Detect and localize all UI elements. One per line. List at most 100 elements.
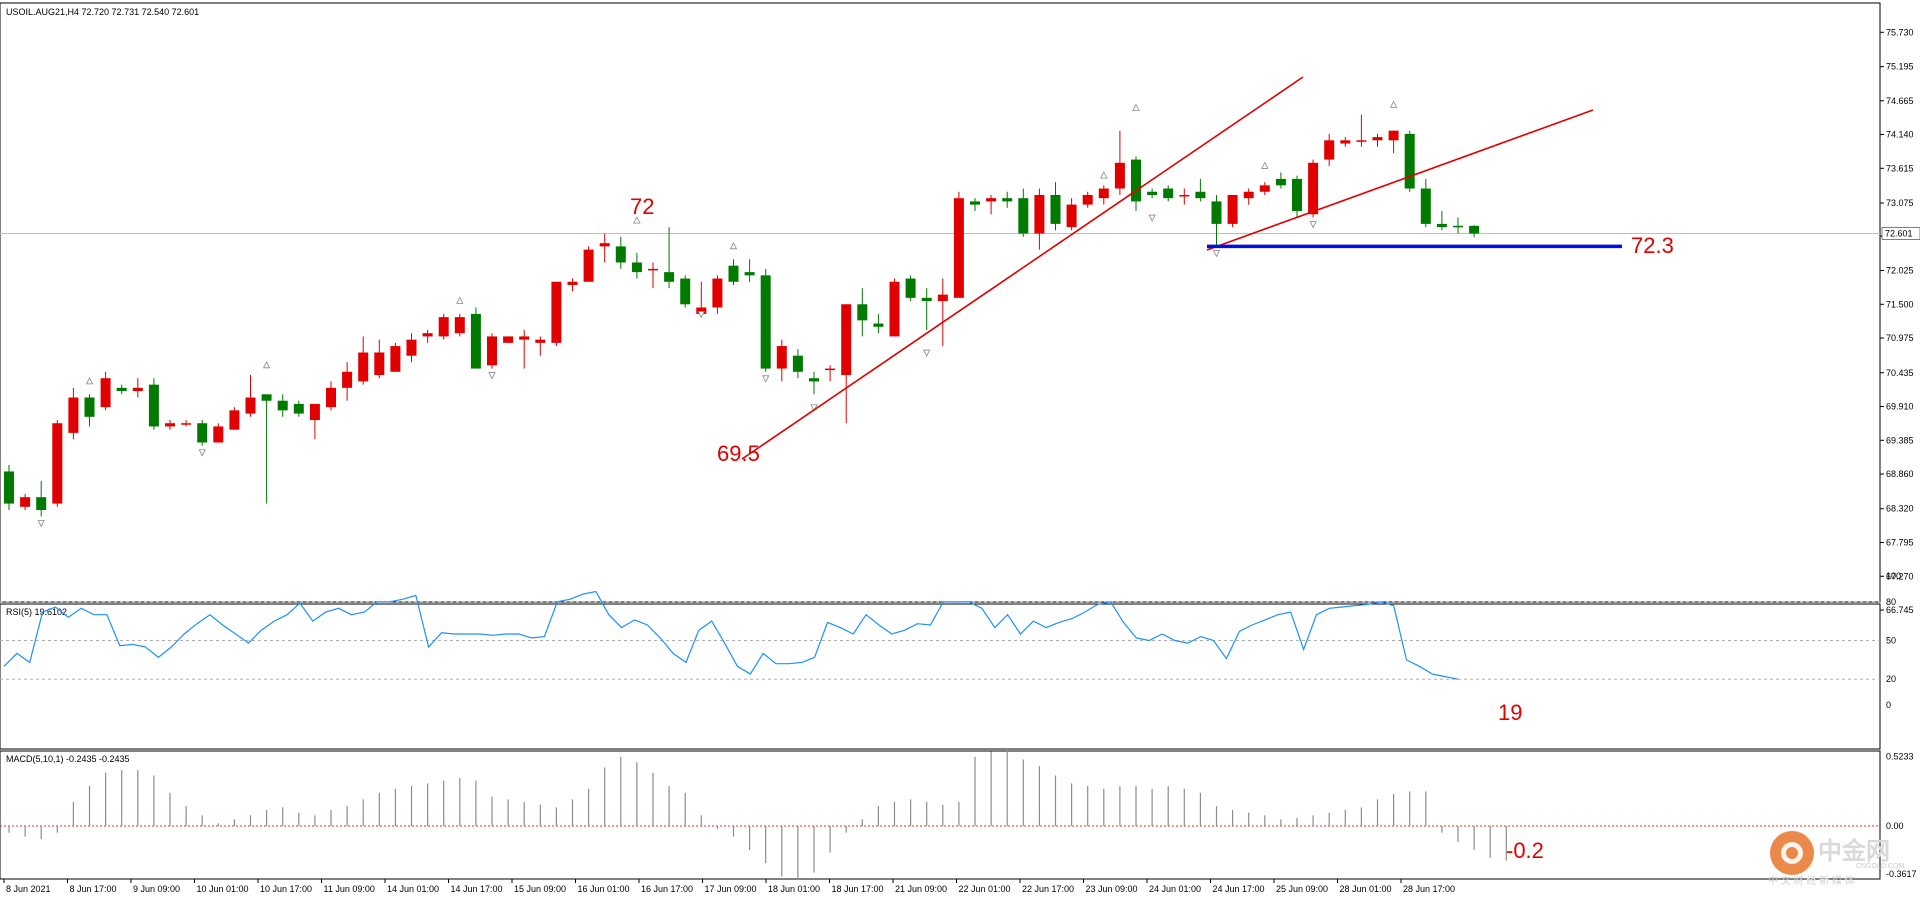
time-tick-label: 8 Jun 17:00	[70, 884, 117, 894]
price-tick-label: 69.910	[1886, 402, 1914, 412]
candle-body	[100, 378, 111, 408]
rsi-panel	[0, 603, 1881, 750]
candle-body	[309, 403, 320, 421]
candle-body	[245, 397, 256, 414]
annotation-macd: -0.2	[1506, 838, 1544, 863]
candle-body	[664, 272, 675, 282]
candle-body	[20, 497, 31, 507]
time-tick-label: 18 Jun 17:00	[832, 884, 884, 894]
fractal-up-arrow	[262, 360, 271, 369]
instrument-header: USOIL.AUG21,H4 72.720 72.731 72.540 72.6…	[6, 7, 199, 17]
time-tick-label: 14 Jun 01:00	[387, 884, 439, 894]
time-tick-label: 10 Jun 17:00	[260, 884, 312, 894]
candle-body	[1114, 162, 1125, 189]
price-tick-label: 72.025	[1886, 266, 1914, 276]
time-tick-label: 18 Jun 01:00	[768, 884, 820, 894]
candle-body	[1324, 140, 1335, 160]
candle-body	[825, 368, 836, 371]
candle-body	[213, 426, 224, 443]
candle-body	[116, 387, 127, 392]
candle-body	[615, 246, 626, 263]
candle-body	[631, 262, 642, 273]
fractal-up-arrow	[1100, 171, 1108, 179]
watermark-site: CNGOLD.COM	[1856, 863, 1904, 870]
candle-body	[873, 323, 884, 327]
candle-body	[1211, 201, 1222, 224]
rsi-label: RSI(5) 19.6102	[6, 607, 67, 617]
candles	[4, 114, 1480, 517]
candle-body	[551, 281, 562, 343]
candle-body	[1275, 178, 1286, 186]
price-tick-label: 73.615	[1886, 163, 1914, 173]
price-tick-label: 75.730	[1886, 27, 1914, 37]
candle-body	[1163, 188, 1174, 199]
macd-histogram	[8, 748, 1507, 880]
candle-body	[1002, 198, 1013, 202]
candle-body	[760, 275, 771, 369]
fractal-up-arrow	[1389, 100, 1398, 108]
fractal-down-arrow	[37, 520, 45, 528]
candle-body	[792, 355, 803, 372]
candle-body	[422, 333, 433, 337]
price-tick-label: 74.140	[1886, 130, 1914, 140]
fractal-up-arrow	[633, 216, 641, 224]
candle-body	[1372, 137, 1383, 141]
candle-body	[1292, 178, 1302, 212]
fractal-down-arrow	[762, 375, 770, 383]
candle-body	[358, 352, 369, 382]
candle-body	[728, 265, 739, 282]
candle-body	[1404, 133, 1415, 189]
candle-body	[535, 339, 546, 343]
candle-body	[1243, 191, 1254, 199]
candle-body	[374, 352, 385, 376]
time-tick-label: 15 Jun 09:00	[514, 884, 566, 894]
candle-body	[1195, 191, 1206, 199]
annotation-rsi: 19	[1498, 700, 1522, 725]
rsi-levels	[0, 601, 1880, 680]
trend-line-1[interactable]	[741, 76, 1304, 460]
candle-body	[776, 346, 787, 369]
candle-body	[1098, 188, 1109, 199]
macd-tick-label: 0.5233	[1886, 751, 1914, 761]
candle-body	[229, 410, 240, 430]
candle-body	[148, 384, 159, 427]
candle-body	[390, 346, 401, 372]
candle-body	[1147, 191, 1158, 195]
candle-body	[165, 423, 175, 427]
candle-body	[1420, 188, 1431, 224]
candle-body	[342, 371, 353, 388]
time-tick-label: 10 Jun 01:00	[197, 884, 249, 894]
time-tick-label: 11 Jun 09:00	[324, 884, 375, 894]
rsi-tick-label: 50	[1886, 636, 1896, 646]
time-tick-label: 28 Jun 01:00	[1340, 884, 1392, 894]
rsi-tick-label: 0	[1886, 700, 1891, 710]
time-axis: 8 Jun 2021 8 Jun 17:00 9 Jun 09:00 10 Jun 0…	[3, 879, 1455, 894]
candle-body	[132, 387, 143, 392]
candle-body	[68, 397, 79, 433]
candle-body	[1179, 194, 1190, 197]
price-tick-label: 66.745	[1886, 605, 1914, 615]
candle-body	[1340, 140, 1351, 144]
candle-body	[1308, 162, 1319, 215]
candle-body	[583, 249, 594, 282]
rsi-line	[3, 590, 1459, 680]
current-price-label: 72.601	[1885, 228, 1913, 238]
candle-body	[857, 304, 868, 321]
watermark-subtitle: 中 文 财 经 新 媒 体	[1768, 874, 1855, 887]
candle-body	[921, 297, 932, 302]
price-tick-label: 75.195	[1886, 62, 1914, 72]
candle-body	[905, 278, 916, 298]
trend-line-2[interactable]	[1206, 109, 1594, 251]
fractal-down-arrow	[810, 404, 818, 412]
candle-body	[1066, 204, 1077, 228]
price-tick-label: 70.435	[1886, 368, 1914, 378]
fractal-up-arrow	[456, 296, 464, 304]
fractal-up-arrow	[1261, 161, 1269, 169]
candle-body	[889, 281, 900, 337]
fractal-down-arrow	[1148, 214, 1156, 222]
candle-body	[52, 423, 63, 504]
rsi-axis: 100 80 50 20 0	[1886, 571, 1901, 710]
candle-body	[712, 278, 723, 308]
candle-body	[970, 201, 980, 205]
